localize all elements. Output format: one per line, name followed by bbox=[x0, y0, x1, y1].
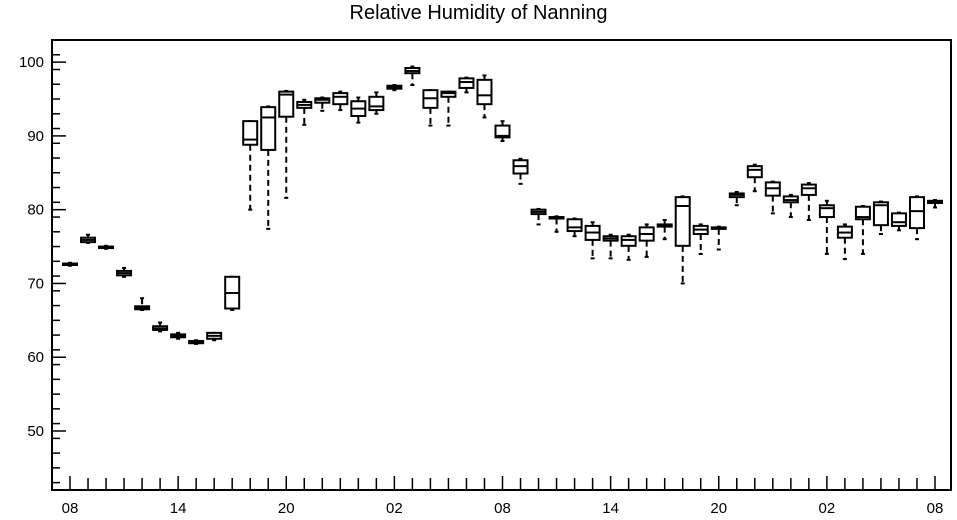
y-tick-label: 50 bbox=[27, 423, 44, 440]
box-item bbox=[206, 331, 223, 342]
box-item bbox=[422, 89, 439, 127]
box-item bbox=[548, 215, 565, 233]
box-item bbox=[314, 96, 331, 112]
box-item bbox=[692, 223, 709, 255]
iqr-box bbox=[746, 165, 763, 179]
plot-border bbox=[51, 39, 952, 491]
y-tick-label: 70 bbox=[27, 275, 44, 292]
box-item bbox=[242, 120, 259, 211]
box-item bbox=[620, 233, 637, 261]
box-item bbox=[890, 211, 907, 232]
box-item bbox=[386, 84, 403, 92]
box-item bbox=[854, 204, 871, 255]
iqr-box bbox=[818, 204, 835, 219]
y-axis: 50 60 70 80 90 100 bbox=[19, 54, 66, 484]
box-item bbox=[908, 195, 925, 241]
box-item bbox=[782, 193, 799, 219]
box-item bbox=[368, 91, 385, 115]
iqr-box bbox=[476, 78, 493, 106]
iqr-box bbox=[458, 77, 475, 89]
box-item bbox=[602, 233, 619, 260]
iqr-box bbox=[332, 92, 349, 106]
iqr-box bbox=[890, 212, 907, 227]
iqr-box bbox=[440, 90, 457, 98]
box-item bbox=[818, 199, 835, 255]
x-tick-label: 02 bbox=[386, 500, 403, 517]
box-item bbox=[458, 76, 475, 94]
x-tick-label: 20 bbox=[278, 500, 295, 517]
box-item bbox=[530, 207, 547, 226]
iqr-box bbox=[674, 196, 691, 247]
iqr-box bbox=[242, 120, 259, 146]
box-item bbox=[836, 223, 853, 261]
box-item bbox=[278, 89, 295, 199]
y-tick-label: 80 bbox=[27, 202, 44, 219]
box-item bbox=[296, 98, 313, 126]
box-item bbox=[800, 182, 817, 221]
x-tick-label: 20 bbox=[710, 500, 727, 517]
iqr-box bbox=[800, 183, 817, 196]
box-item bbox=[728, 190, 745, 207]
x-tick-label: 08 bbox=[927, 500, 944, 517]
y-tick-label: 100 bbox=[19, 54, 44, 71]
box-item bbox=[764, 180, 781, 215]
x-tick-label: 14 bbox=[602, 500, 619, 517]
x-tick-label: 14 bbox=[170, 500, 187, 517]
box-item bbox=[80, 233, 97, 244]
iqr-box bbox=[368, 95, 385, 112]
box-item bbox=[512, 157, 529, 185]
box-item bbox=[638, 223, 655, 258]
chart-title: Relative Humidity of Nanning bbox=[349, 2, 608, 24]
box-item bbox=[116, 266, 133, 278]
box-item bbox=[404, 65, 421, 86]
box-item bbox=[62, 261, 78, 267]
y-tick-label: 90 bbox=[27, 128, 44, 145]
box-item bbox=[332, 90, 349, 112]
box-item bbox=[152, 321, 169, 333]
box-item bbox=[188, 339, 205, 345]
box-item bbox=[494, 120, 511, 143]
box-item bbox=[224, 275, 241, 311]
box-item bbox=[260, 105, 277, 230]
x-tick-label: 02 bbox=[819, 500, 836, 517]
iqr-box bbox=[908, 196, 925, 230]
box-item bbox=[350, 96, 367, 124]
y-tick-label: 60 bbox=[27, 349, 44, 366]
x-axis: 08 14 20 02 08 14 20 02 08 bbox=[62, 476, 944, 517]
iqr-box bbox=[872, 201, 889, 227]
box-item bbox=[170, 331, 187, 340]
box-item bbox=[566, 217, 583, 238]
box-item bbox=[710, 225, 727, 251]
box-item bbox=[746, 163, 763, 193]
box-item bbox=[134, 297, 151, 311]
iqr-box bbox=[494, 124, 511, 139]
iqr-box bbox=[278, 90, 295, 118]
box-item bbox=[440, 90, 457, 127]
iqr-box bbox=[620, 235, 637, 247]
boxes-layer bbox=[62, 65, 943, 345]
plot-frame bbox=[51, 39, 952, 491]
box-item bbox=[476, 74, 493, 119]
box-item bbox=[872, 200, 889, 236]
iqr-box bbox=[566, 218, 583, 233]
box-item bbox=[927, 199, 943, 209]
x-tick-label: 08 bbox=[494, 500, 511, 517]
box-item bbox=[98, 244, 115, 250]
box-item bbox=[674, 195, 691, 285]
x-tick-label: 08 bbox=[62, 500, 79, 517]
box-item bbox=[584, 221, 601, 260]
box-item bbox=[656, 219, 673, 241]
iqr-box bbox=[260, 106, 277, 151]
